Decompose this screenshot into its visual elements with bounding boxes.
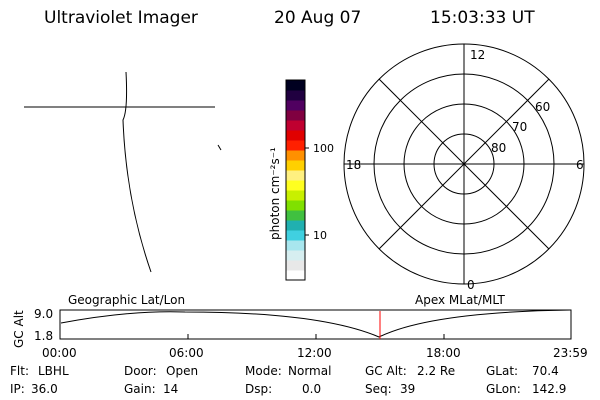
colorbar-unit: photon cm⁻²s⁻¹ — [268, 147, 282, 240]
ip-value: 36.0 — [31, 382, 58, 396]
x-tick-label-1800: 18:00 — [426, 346, 461, 360]
colorbar-band — [286, 240, 305, 251]
door-label: Door: — [124, 364, 157, 378]
colorbar-band — [286, 190, 305, 201]
colorbar-band — [286, 130, 305, 141]
colorbar-band — [286, 270, 305, 281]
apex-label: Apex MLat/MLT — [415, 293, 505, 307]
geographic-map — [24, 71, 222, 273]
polar-diagonal-2 — [378, 78, 550, 250]
colorbar-band — [286, 230, 305, 241]
date-label: 20 Aug 07 — [274, 8, 362, 28]
altitude-curve — [60, 309, 571, 338]
timeline-axis-title: GC Alt — [12, 310, 26, 348]
mode-value: Normal — [288, 364, 332, 378]
colorbar-band — [286, 250, 305, 261]
dsp-value: 0.0 — [302, 382, 322, 396]
colorbar-band — [286, 260, 305, 271]
mlat-60-label: 60 — [535, 100, 550, 114]
colorbar-band — [286, 180, 305, 191]
glat-label: GLat: — [486, 364, 519, 378]
mlt-0-label: 0 — [467, 278, 475, 292]
colorbar-band — [286, 110, 305, 121]
glon-label: GLon: — [486, 382, 521, 396]
door-value: Open — [166, 364, 199, 378]
map-fragment — [217, 144, 222, 151]
y-tick-max: 9.0 — [34, 307, 54, 321]
flt-value: LBHL — [38, 364, 69, 378]
x-tick-label-1200: 12:00 — [297, 346, 332, 360]
gain-value: 14 — [163, 382, 179, 396]
x-tick-label-0600: 06:00 — [169, 346, 204, 360]
colorbar-band — [286, 140, 305, 151]
colorbar-band — [286, 150, 305, 161]
instrument-title: Ultraviolet Imager — [44, 8, 198, 28]
y-tick-min: 1.8 — [34, 329, 54, 343]
glat-value: 70.4 — [532, 364, 559, 378]
colorbar-band — [286, 200, 305, 211]
colorbar — [285, 79, 306, 281]
colorbar-ticks — [305, 147, 309, 236]
mlt-6-label: 6 — [576, 158, 584, 172]
x-tick-label-0000: 00:00 — [42, 346, 77, 360]
colorbar-frame — [285, 79, 306, 281]
glon-value: 142.9 — [532, 382, 567, 396]
seq-label: Seq: — [365, 382, 392, 396]
mode-label: Mode: — [245, 364, 282, 378]
time-label: 15:03:33 UT — [430, 8, 535, 28]
gc-alt-label: GC Alt: — [365, 364, 407, 378]
flt-label: Flt: — [10, 364, 29, 378]
colorbar-band — [286, 80, 305, 91]
ip-label: IP: — [10, 382, 25, 396]
mlat-70-label: 70 — [512, 120, 527, 134]
colorbar-band — [286, 220, 305, 231]
mlat-80-label: 80 — [491, 141, 506, 155]
dsp-label: Dsp: — [245, 382, 273, 396]
gc-alt-value: 2.2 Re — [417, 364, 456, 378]
colorbar-label-100: 100 — [313, 142, 334, 155]
polar-plot — [343, 43, 585, 285]
mlt-18-label: 18 — [346, 158, 361, 172]
colorbar-band — [286, 210, 305, 221]
colorbar-band — [286, 100, 305, 111]
colorbar-band — [286, 170, 305, 181]
colorbar-band — [286, 120, 305, 131]
colorbar-label-10: 10 — [313, 229, 327, 242]
x-tick-label-2359: 23:59 — [553, 346, 588, 360]
colorbar-band — [286, 160, 305, 171]
gain-label: Gain: — [124, 382, 156, 396]
colorbar-band — [286, 90, 305, 101]
geographic-label: Geographic Lat/Lon — [68, 293, 186, 307]
longitude-line — [122, 71, 152, 273]
seq-value: 39 — [400, 382, 416, 396]
altitude-timeline — [59, 309, 572, 340]
mlt-12-label: 12 — [470, 48, 485, 62]
